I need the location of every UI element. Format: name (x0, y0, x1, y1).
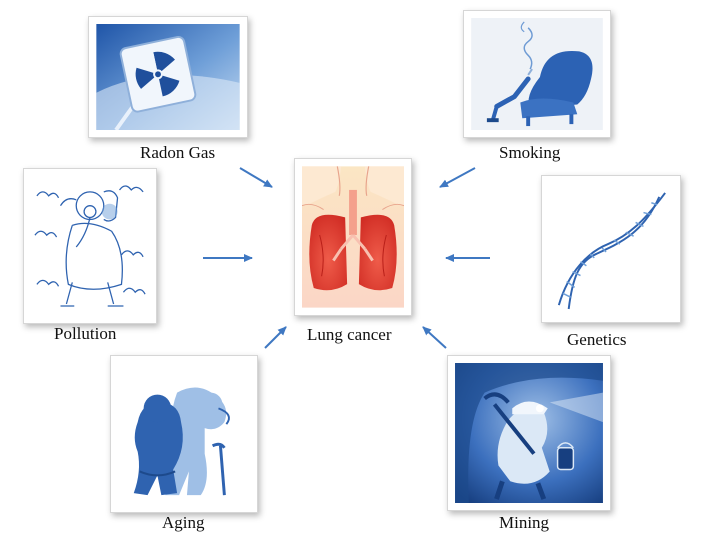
label-lung-cancer: Lung cancer (307, 325, 392, 344)
label-smoking: Smoking (499, 143, 561, 162)
card-smoking (463, 10, 611, 138)
arrow-mining (422, 326, 447, 349)
dna-helix-icon (549, 183, 673, 315)
card-pollution (23, 168, 157, 324)
arrow-smoking (439, 167, 476, 188)
card-aging (110, 355, 258, 513)
arrow-aging (264, 326, 287, 349)
card-mining (447, 355, 611, 511)
label-genetics: Genetics (567, 330, 627, 349)
elderly-couple-icon (118, 363, 250, 505)
label-radon-gas: Radon Gas (140, 143, 216, 162)
arrow-radon (239, 167, 273, 188)
armchair-smoker-icon (471, 18, 603, 130)
label-pollution: Pollution (54, 324, 117, 343)
card-radon-gas (88, 16, 248, 138)
lungs-icon (302, 166, 404, 308)
gas-mask-cartoon-icon (31, 176, 149, 316)
card-genetics (541, 175, 681, 323)
label-aging: Aging (162, 513, 205, 532)
card-lung-cancer (294, 158, 412, 316)
radiation-sign-icon (96, 24, 240, 130)
miner-icon (455, 363, 603, 503)
label-mining: Mining (499, 513, 550, 532)
